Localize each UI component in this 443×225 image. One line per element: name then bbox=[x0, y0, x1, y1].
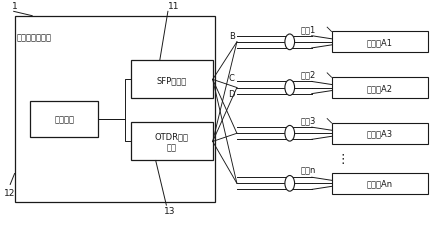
Text: SFP光模块: SFP光模块 bbox=[157, 76, 187, 85]
Text: OTDR测试: OTDR测试 bbox=[155, 132, 189, 141]
Bar bbox=[131, 123, 213, 161]
Text: 反射器A2: 反射器A2 bbox=[367, 84, 393, 93]
Ellipse shape bbox=[285, 80, 295, 96]
Text: 反射器A1: 反射器A1 bbox=[367, 38, 393, 47]
Bar bbox=[331, 78, 428, 99]
Text: 1: 1 bbox=[12, 2, 18, 11]
Text: 光缆3: 光缆3 bbox=[301, 116, 316, 125]
Ellipse shape bbox=[285, 126, 295, 142]
Bar bbox=[331, 32, 428, 53]
Text: C: C bbox=[229, 74, 235, 83]
Text: ⋮: ⋮ bbox=[336, 152, 349, 165]
Ellipse shape bbox=[285, 176, 295, 191]
Text: 12: 12 bbox=[4, 188, 15, 197]
Ellipse shape bbox=[285, 35, 295, 50]
Text: 反射器A3: 反射器A3 bbox=[367, 129, 393, 138]
Text: 光网络检测装置: 光网络检测装置 bbox=[17, 33, 52, 42]
Bar bbox=[131, 61, 213, 99]
Text: 控制模块: 控制模块 bbox=[54, 115, 74, 124]
Text: 光缆2: 光缆2 bbox=[301, 70, 316, 79]
Text: 光缆n: 光缆n bbox=[301, 166, 316, 175]
Text: 反射器An: 反射器An bbox=[367, 179, 393, 188]
Text: D: D bbox=[228, 89, 235, 98]
Bar bbox=[15, 17, 215, 202]
Bar bbox=[331, 123, 428, 144]
Text: 光缆1: 光缆1 bbox=[301, 25, 316, 34]
Bar bbox=[331, 173, 428, 194]
Bar bbox=[30, 101, 98, 137]
Text: 11: 11 bbox=[168, 2, 179, 11]
Text: 模块: 模块 bbox=[167, 143, 177, 152]
Text: 13: 13 bbox=[164, 206, 176, 215]
Text: B: B bbox=[229, 32, 235, 40]
